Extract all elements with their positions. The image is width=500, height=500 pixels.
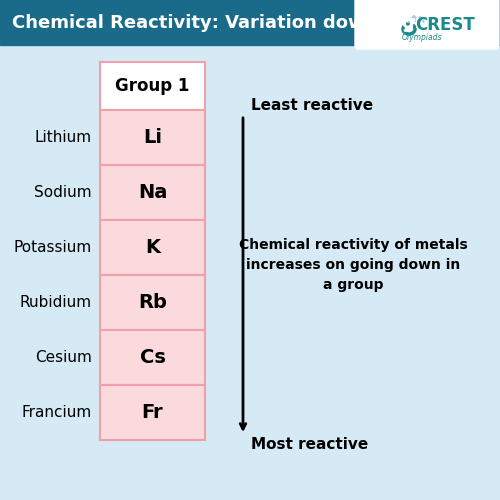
Bar — [100, 275, 205, 330]
Text: CREST: CREST — [415, 16, 475, 34]
Text: Lithium: Lithium — [35, 130, 92, 145]
Bar — [0, 0, 500, 45]
Bar — [100, 110, 205, 165]
Text: Na: Na — [138, 183, 167, 202]
Text: Francium: Francium — [22, 405, 92, 420]
Bar — [100, 165, 205, 220]
Text: Sodium: Sodium — [34, 185, 92, 200]
Text: Least reactive: Least reactive — [251, 98, 373, 113]
Bar — [100, 220, 205, 275]
Text: Chemical reactivity of metals
increases on going down in
a group: Chemical reactivity of metals increases … — [238, 238, 468, 292]
Text: Most reactive: Most reactive — [251, 437, 368, 452]
Text: Cesium: Cesium — [35, 350, 92, 365]
Text: Cs: Cs — [140, 348, 166, 367]
Bar — [100, 385, 205, 440]
Text: Chemical Reactivity: Variation down a group: Chemical Reactivity: Variation down a gr… — [12, 14, 462, 32]
Text: K: K — [145, 238, 160, 257]
Bar — [100, 62, 205, 110]
Text: Fr: Fr — [142, 403, 164, 422]
Text: Group 1: Group 1 — [116, 77, 190, 95]
FancyBboxPatch shape — [355, 0, 499, 49]
Text: Li: Li — [143, 128, 162, 147]
Text: Rubidium: Rubidium — [20, 295, 92, 310]
Text: Potassium: Potassium — [14, 240, 92, 255]
Bar — [100, 330, 205, 385]
Text: Rb: Rb — [138, 293, 167, 312]
Text: Olympiads: Olympiads — [402, 34, 442, 42]
